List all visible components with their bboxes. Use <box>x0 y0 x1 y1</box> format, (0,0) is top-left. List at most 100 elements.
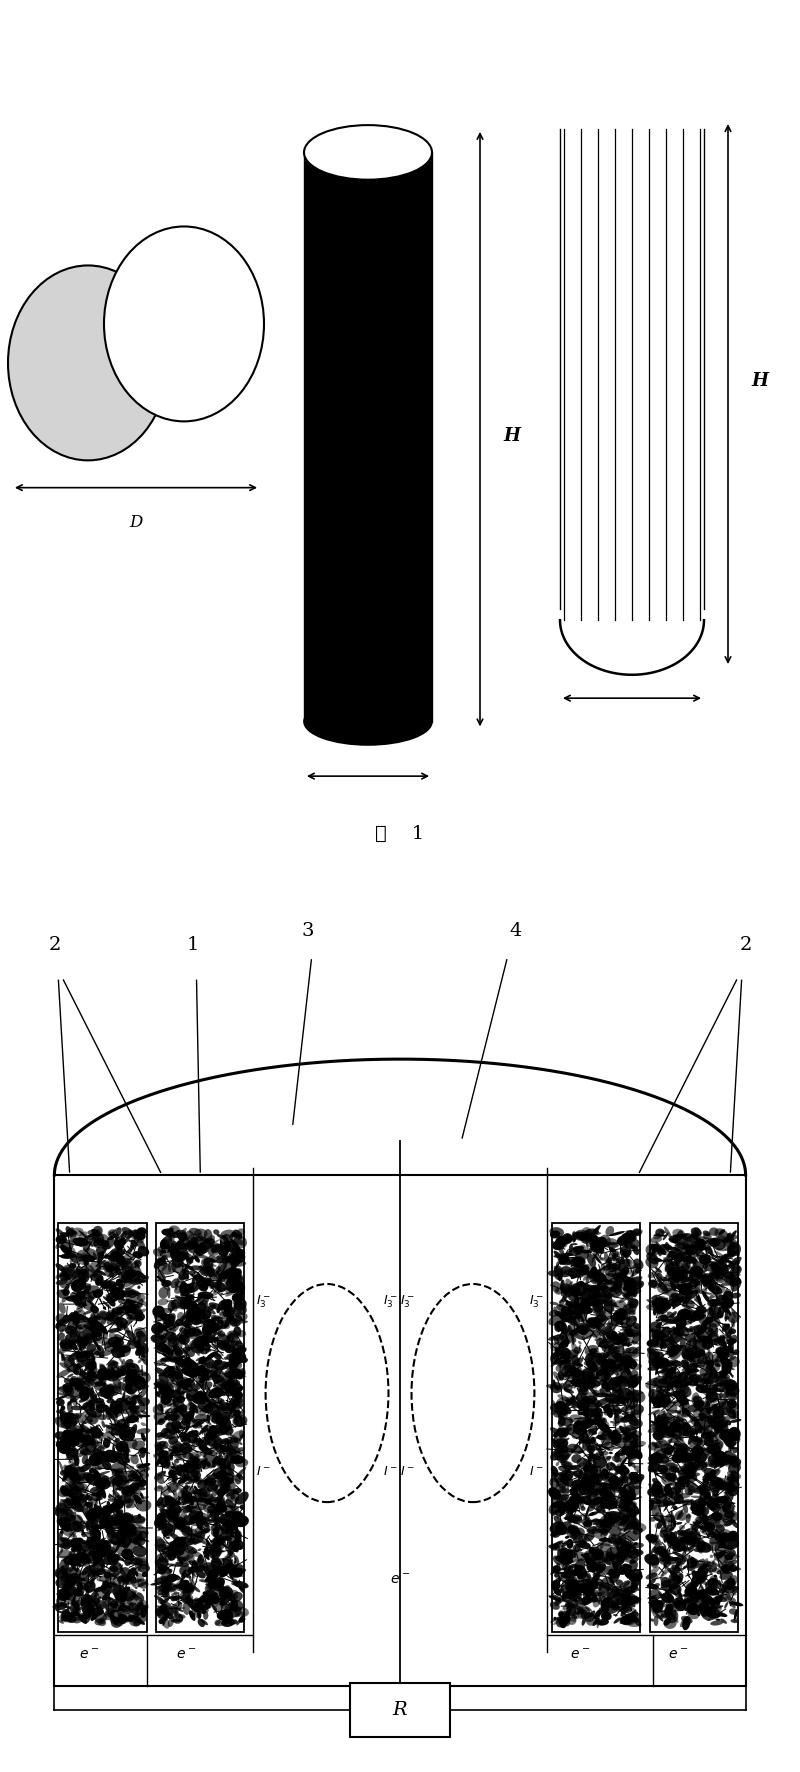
Ellipse shape <box>609 1481 619 1488</box>
Ellipse shape <box>77 1476 90 1483</box>
Ellipse shape <box>722 1503 734 1513</box>
Ellipse shape <box>625 1568 635 1579</box>
Ellipse shape <box>236 1290 241 1304</box>
Ellipse shape <box>622 1237 628 1249</box>
Ellipse shape <box>573 1338 576 1343</box>
Ellipse shape <box>222 1301 229 1310</box>
Ellipse shape <box>610 1586 617 1593</box>
Ellipse shape <box>603 1515 615 1527</box>
Ellipse shape <box>129 1398 136 1405</box>
Ellipse shape <box>550 1522 565 1533</box>
Ellipse shape <box>614 1416 624 1423</box>
Ellipse shape <box>136 1396 145 1405</box>
Ellipse shape <box>605 1393 618 1403</box>
Ellipse shape <box>610 1464 613 1465</box>
Ellipse shape <box>181 1595 194 1605</box>
Ellipse shape <box>651 1451 663 1464</box>
Ellipse shape <box>231 1589 238 1595</box>
Ellipse shape <box>221 1588 230 1597</box>
Ellipse shape <box>618 1487 626 1499</box>
Ellipse shape <box>175 1240 184 1251</box>
Ellipse shape <box>609 1299 616 1306</box>
Ellipse shape <box>188 1242 197 1251</box>
Ellipse shape <box>78 1554 88 1565</box>
Ellipse shape <box>115 1487 130 1490</box>
Ellipse shape <box>163 1527 169 1538</box>
Ellipse shape <box>113 1504 121 1515</box>
Ellipse shape <box>114 1584 118 1586</box>
Ellipse shape <box>230 1331 241 1338</box>
Ellipse shape <box>561 1327 569 1334</box>
Ellipse shape <box>240 1504 245 1510</box>
Ellipse shape <box>94 1591 99 1604</box>
Ellipse shape <box>730 1403 739 1411</box>
Ellipse shape <box>213 1467 226 1480</box>
Ellipse shape <box>166 1350 178 1361</box>
Ellipse shape <box>97 1568 111 1574</box>
Ellipse shape <box>733 1348 739 1356</box>
Ellipse shape <box>622 1605 632 1613</box>
Ellipse shape <box>209 1281 218 1290</box>
Ellipse shape <box>733 1448 738 1453</box>
Ellipse shape <box>592 1519 600 1526</box>
Ellipse shape <box>655 1547 662 1552</box>
Ellipse shape <box>593 1485 596 1488</box>
Ellipse shape <box>623 1501 636 1512</box>
Ellipse shape <box>191 1237 198 1246</box>
Ellipse shape <box>561 1333 573 1345</box>
Ellipse shape <box>690 1473 700 1476</box>
Ellipse shape <box>610 1577 614 1586</box>
Ellipse shape <box>214 1336 222 1348</box>
Ellipse shape <box>88 1545 103 1552</box>
Ellipse shape <box>173 1488 178 1499</box>
Ellipse shape <box>615 1320 624 1325</box>
Ellipse shape <box>73 1418 78 1425</box>
Ellipse shape <box>571 1302 583 1317</box>
Ellipse shape <box>712 1387 724 1393</box>
Ellipse shape <box>558 1575 561 1582</box>
Ellipse shape <box>159 1308 172 1313</box>
Ellipse shape <box>71 1338 86 1345</box>
Ellipse shape <box>134 1237 146 1249</box>
Ellipse shape <box>606 1538 617 1543</box>
Ellipse shape <box>114 1334 122 1341</box>
Ellipse shape <box>190 1308 198 1317</box>
Ellipse shape <box>101 1476 110 1483</box>
Ellipse shape <box>158 1311 170 1320</box>
Ellipse shape <box>126 1439 138 1449</box>
Ellipse shape <box>650 1566 659 1575</box>
Ellipse shape <box>688 1414 698 1423</box>
Ellipse shape <box>70 1269 86 1276</box>
Ellipse shape <box>647 1595 663 1598</box>
Ellipse shape <box>220 1533 225 1538</box>
Ellipse shape <box>137 1602 143 1607</box>
Ellipse shape <box>671 1382 680 1391</box>
Ellipse shape <box>658 1318 662 1320</box>
Ellipse shape <box>626 1602 632 1613</box>
Ellipse shape <box>222 1536 233 1542</box>
Ellipse shape <box>68 1455 76 1464</box>
Ellipse shape <box>220 1240 223 1249</box>
Ellipse shape <box>626 1235 637 1240</box>
Ellipse shape <box>118 1526 127 1535</box>
Ellipse shape <box>180 1324 187 1329</box>
Ellipse shape <box>733 1618 738 1621</box>
Ellipse shape <box>687 1425 691 1434</box>
Ellipse shape <box>62 1441 69 1446</box>
Ellipse shape <box>582 1226 592 1239</box>
Ellipse shape <box>237 1370 246 1377</box>
Ellipse shape <box>558 1558 574 1563</box>
Ellipse shape <box>633 1476 642 1488</box>
Ellipse shape <box>185 1598 198 1602</box>
Ellipse shape <box>554 1251 562 1260</box>
Ellipse shape <box>653 1600 664 1613</box>
Ellipse shape <box>118 1370 125 1377</box>
Ellipse shape <box>121 1575 134 1584</box>
Ellipse shape <box>615 1350 618 1363</box>
Ellipse shape <box>551 1595 561 1602</box>
Ellipse shape <box>214 1361 229 1370</box>
Ellipse shape <box>591 1485 595 1490</box>
Ellipse shape <box>94 1451 99 1460</box>
Ellipse shape <box>232 1292 244 1302</box>
Ellipse shape <box>184 1357 190 1364</box>
